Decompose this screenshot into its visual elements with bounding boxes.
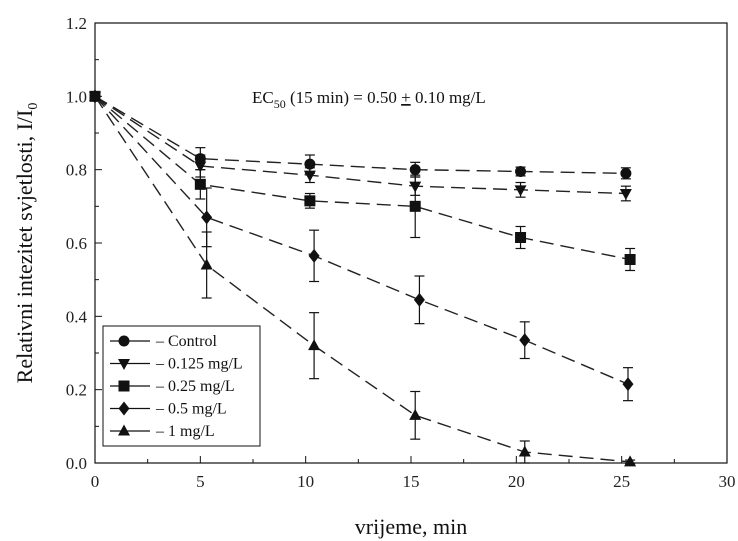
series-line: [94, 95, 626, 195]
legend-label: – 1 mg/L: [155, 423, 215, 440]
y-tick-label: 0.6: [66, 234, 87, 253]
legend-label: – 0.25 mg/L: [155, 378, 235, 395]
data-point: [519, 333, 531, 348]
data-point: [303, 170, 316, 182]
legend-label: – Control: [155, 333, 217, 350]
x-tick-label: 30: [719, 472, 736, 491]
y-axis-title: Relativni intezitet svjetlosti, I/I0: [12, 103, 41, 384]
data-point: [409, 200, 421, 212]
series-2: [89, 90, 636, 272]
data-point: [622, 377, 634, 392]
data-point: [409, 408, 422, 420]
legend-item: – 1 mg/L: [110, 423, 215, 440]
y-tick-label: 0.4: [66, 307, 88, 326]
y-tick-label: 1.2: [66, 14, 87, 33]
x-tick-label: 0: [91, 472, 100, 491]
legend-item: – 0.5 mg/L: [110, 401, 227, 418]
series-line: [94, 95, 626, 175]
legend-marker: [118, 380, 130, 392]
data-point: [308, 248, 320, 263]
legend-item: – Control: [110, 333, 217, 350]
y-tick-label: 1.0: [66, 87, 87, 106]
data-point: [413, 292, 425, 307]
x-axis-title: vrijeme, min: [355, 514, 467, 539]
x-tick-label: 25: [613, 472, 630, 491]
legend-marker: [118, 359, 130, 370]
series-1: [89, 91, 632, 202]
legend-marker: [118, 401, 130, 416]
series-4: [89, 89, 637, 467]
data-point: [619, 189, 632, 200]
data-point: [515, 166, 527, 177]
data-point: [515, 232, 527, 243]
data-point: [201, 210, 213, 225]
x-tick-label: 5: [196, 472, 205, 491]
legend-item: – 0.25 mg/L: [110, 378, 235, 395]
data-point: [620, 167, 632, 179]
data-point: [304, 195, 316, 207]
data-point: [308, 339, 321, 351]
series-line: [94, 95, 631, 261]
data-point: [624, 254, 636, 265]
legend-item: – 0.125 mg/L: [110, 356, 243, 373]
legend-marker: [118, 424, 130, 436]
legend-label: – 0.5 mg/L: [155, 401, 227, 418]
y-tick-label: 0.8: [66, 161, 87, 180]
series-layer: [89, 89, 637, 467]
data-point: [89, 89, 101, 101]
data-point: [518, 445, 531, 457]
series-3: [89, 89, 634, 402]
x-tick-label: 15: [403, 472, 420, 491]
data-point: [200, 258, 213, 270]
x-tick-label: 20: [508, 472, 525, 491]
axis-ticks: 0 5 10 15 20 25 30 0.0 0.2 0.4 0.6 0.8 1.0 1.2: [66, 14, 736, 491]
data-point: [514, 185, 527, 197]
x-tick-label: 10: [297, 472, 314, 491]
data-point: [409, 164, 421, 176]
legend-marker: [118, 335, 130, 347]
data-point: [304, 158, 316, 170]
legend: – Control – 0.125 mg/L – 0.25 mg/L – 0.5 mg…: [102, 325, 261, 447]
data-point: [194, 178, 206, 190]
data-point: [194, 161, 207, 173]
y-tick-label: 0.2: [66, 381, 87, 400]
legend-label: – 0.125 mg/L: [155, 356, 243, 373]
series-line: [94, 95, 629, 385]
y-tick-label: 0.0: [66, 454, 87, 473]
series-line: [94, 95, 631, 463]
data-point: [624, 455, 637, 467]
annotation: EC50 (15 min) = 0.50 + 0.10 mg/L: [252, 88, 486, 111]
